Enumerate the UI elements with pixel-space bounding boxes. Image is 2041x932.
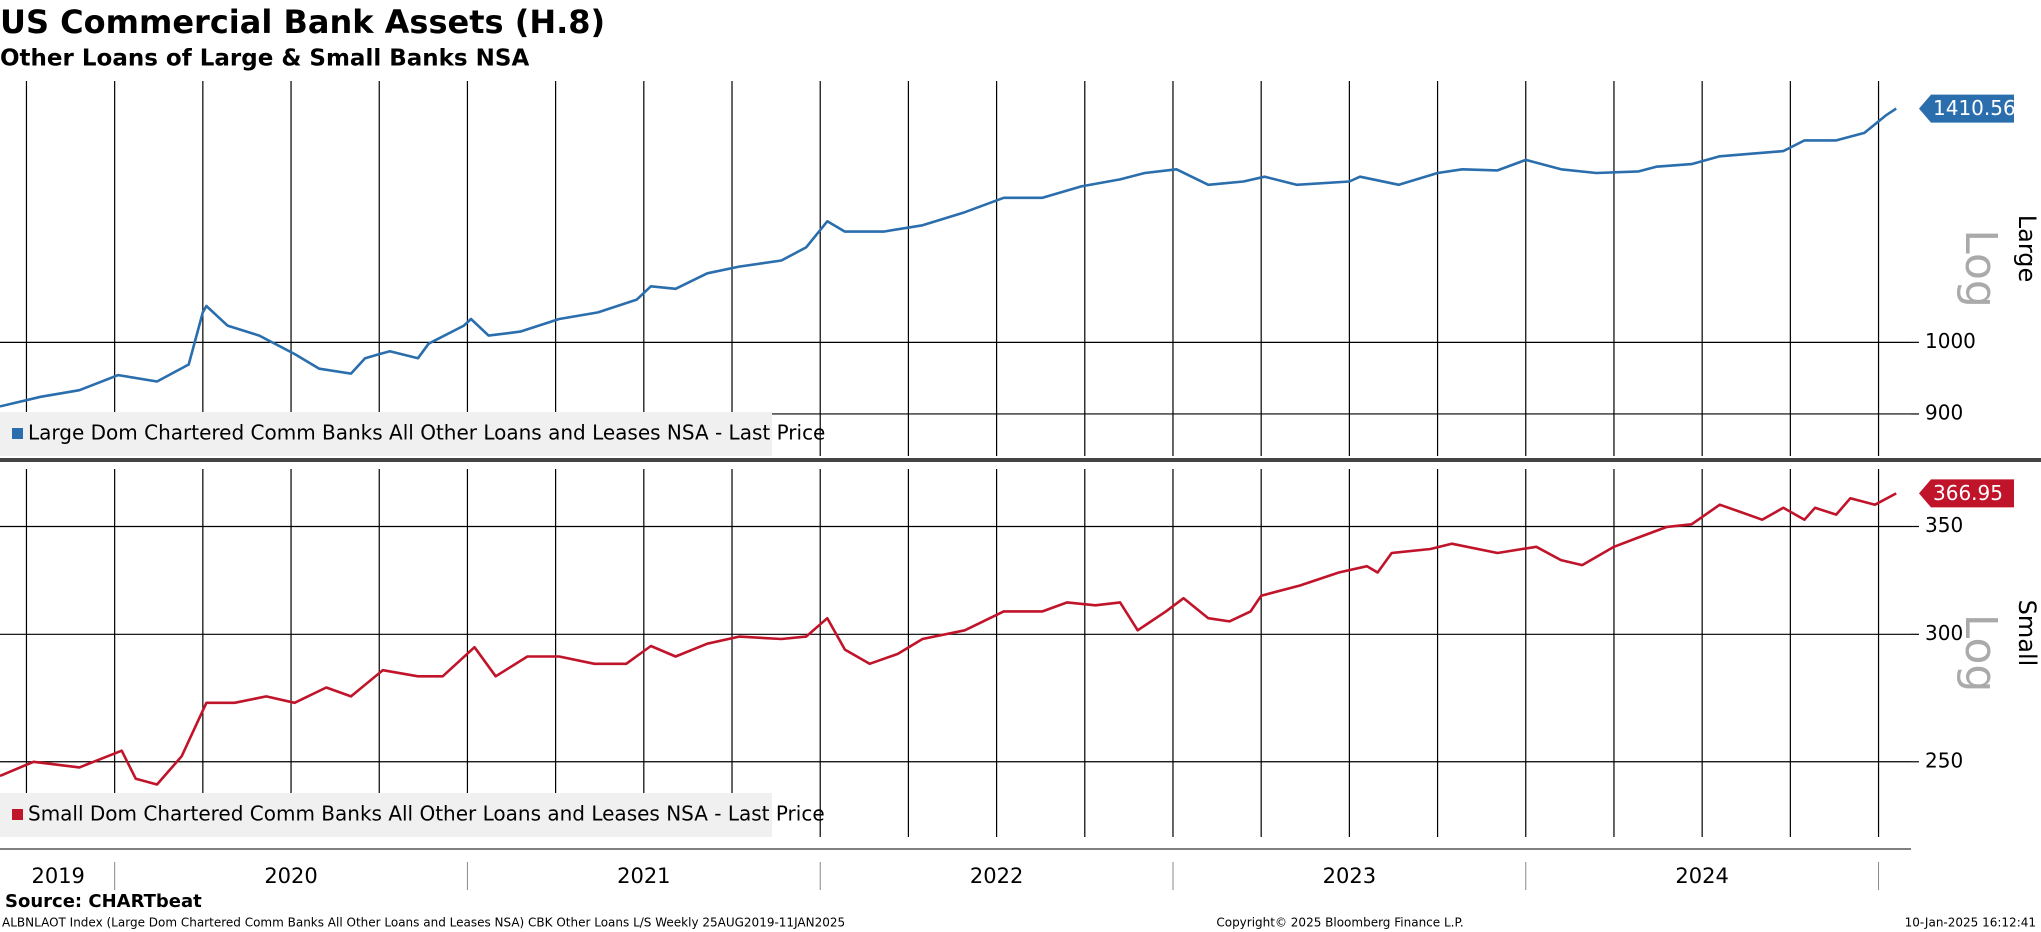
source: Source: CHARTbeat [5, 891, 202, 912]
series-line [0, 492, 1897, 786]
legend-label: Small Dom Chartered Comm Banks All Other… [28, 802, 825, 826]
legend-box [0, 412, 772, 456]
y-tick-label: 250 [1925, 748, 1963, 772]
panel-label: Small [2013, 600, 2041, 667]
last-value-tag [1919, 479, 2014, 508]
x-tick-label: 2023 [1323, 864, 1376, 888]
y-tick-label: 350 [1925, 513, 1963, 537]
legend-box [0, 793, 772, 837]
chart-subtitle: Other Loans of Large & Small Banks NSA [0, 46, 529, 72]
scale-label: Log [1955, 614, 2006, 693]
x-tick-label: 2020 [264, 864, 317, 888]
last-value-label: 366.95 [1933, 481, 2003, 505]
x-tick-label: 2022 [970, 864, 1023, 888]
x-tick-label: 2024 [1675, 864, 1728, 888]
scale-label: Log [1955, 229, 2006, 308]
y-tick-label: 300 [1925, 621, 1963, 645]
legend-swatch [12, 428, 23, 439]
x-tick-label: 2021 [617, 864, 670, 888]
y-tick-label: 1000 [1925, 329, 1976, 353]
legend-label: Large Dom Chartered Comm Banks All Other… [28, 421, 825, 445]
last-value-label: 1410.56 [1933, 96, 2016, 120]
footer-left: ALBNLAOT Index (Large Dom Chartered Comm… [2, 916, 845, 930]
series-line [0, 107, 1897, 408]
footer-center: Copyright© 2025 Bloomberg Finance L.P. [1216, 916, 1463, 930]
x-tick-label: 2019 [31, 864, 84, 888]
footer-right: 10-Jan-2025 16:12:41 [1905, 916, 2036, 930]
panel-label: Large [2013, 215, 2041, 283]
chart-title: US Commercial Bank Assets (H.8) [0, 3, 605, 41]
legend-swatch [12, 809, 23, 820]
last-value-tag [1919, 94, 2014, 123]
y-tick-label: 900 [1925, 400, 1963, 424]
